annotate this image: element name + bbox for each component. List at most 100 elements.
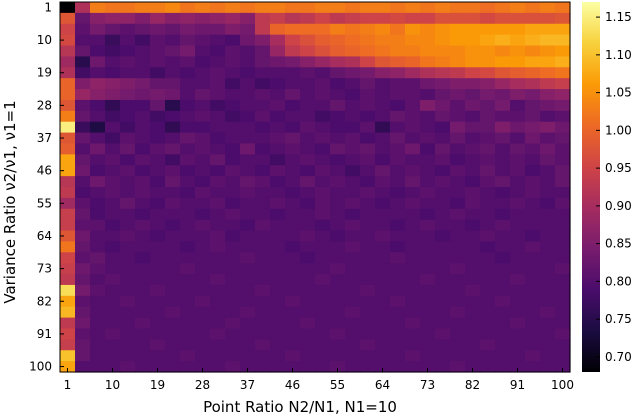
heatmap-cell (165, 121, 181, 134)
heatmap-cell (240, 284, 256, 297)
heatmap-cell (375, 187, 391, 199)
heatmap-cell (255, 56, 271, 68)
heatmap-cell (525, 132, 541, 145)
heatmap-cell (345, 328, 361, 340)
heatmap-cell (330, 99, 346, 112)
heatmap-cell (300, 274, 316, 286)
heatmap-cell (435, 143, 451, 155)
heatmap-cell (375, 230, 391, 243)
heatmap-cell (465, 132, 481, 145)
heatmap-cell (270, 2, 286, 14)
heatmap-cell (285, 263, 301, 275)
heatmap-cell (555, 252, 571, 264)
heatmap-cell (195, 154, 211, 166)
heatmap-cell (285, 317, 301, 330)
heatmap-cell (195, 165, 211, 177)
heatmap-cell (90, 34, 106, 47)
heatmap-cell (75, 241, 91, 253)
heatmap-cell (165, 230, 181, 243)
heatmap-cell (75, 165, 91, 177)
heatmap-cell (480, 339, 496, 351)
heatmap-cell (255, 317, 271, 330)
heatmap-cell (360, 78, 376, 90)
heatmap-cell (150, 306, 166, 319)
heatmap-cell (390, 328, 406, 340)
heatmap-cell (300, 45, 316, 58)
heatmap-cell (480, 110, 496, 123)
heatmap-cell (105, 263, 121, 275)
heatmap-cell (240, 45, 256, 58)
heatmap-cell (420, 12, 436, 25)
heatmap-cell (300, 339, 316, 351)
heatmap-cell (195, 219, 211, 232)
heatmap-cell (75, 45, 91, 58)
heatmap-cell (240, 12, 256, 25)
heatmap-cell (210, 339, 226, 351)
heatmap-cell (315, 317, 331, 330)
heatmap-cell (330, 208, 346, 221)
heatmap-cell (495, 230, 511, 243)
heatmap-cell (90, 89, 106, 101)
heatmap-cell (510, 165, 526, 177)
heatmap-cell (360, 306, 376, 319)
heatmap-cell (105, 23, 121, 36)
heatmap-cell (315, 197, 331, 210)
heatmap-cell (420, 208, 436, 221)
heatmap-cell (390, 2, 406, 14)
heatmap-cell (405, 34, 421, 47)
heatmap-cell (510, 208, 526, 221)
heatmap-cell (540, 339, 556, 351)
heatmap-cell (285, 328, 301, 340)
heatmap-cell (555, 208, 571, 221)
heatmap-cell (495, 274, 511, 286)
heatmap-cell (330, 252, 346, 264)
heatmap-cell (285, 34, 301, 47)
heatmap-cell (240, 339, 256, 351)
heatmap-cell (180, 263, 196, 275)
heatmap-cell (330, 274, 346, 286)
heatmap-cell (495, 176, 511, 188)
heatmap-cell (60, 67, 76, 79)
heatmap-cell (420, 197, 436, 210)
heatmap-cell (60, 56, 76, 68)
heatmap-cell (300, 132, 316, 145)
heatmap-cell (495, 350, 511, 362)
heatmap-cell (480, 230, 496, 243)
heatmap-cell (90, 2, 106, 14)
heatmap-cell (225, 263, 241, 275)
x-tick-label: 55 (330, 378, 345, 392)
heatmap-cell (375, 165, 391, 177)
heatmap-cell (540, 34, 556, 47)
heatmap-cell (525, 78, 541, 90)
heatmap-cell (435, 110, 451, 123)
heatmap-cell (345, 263, 361, 275)
heatmap-cell (390, 339, 406, 351)
x-tick-label: 1 (64, 378, 72, 392)
heatmap-cell (240, 361, 256, 373)
heatmap-cell (225, 187, 241, 199)
heatmap-cell (225, 34, 241, 47)
heatmap-cell (180, 12, 196, 25)
heatmap-cell (150, 263, 166, 275)
y-tick-label: 82 (37, 294, 52, 308)
heatmap-cell (390, 45, 406, 58)
heatmap-cell (495, 284, 511, 297)
heatmap-cell (405, 67, 421, 79)
heatmap-cell (555, 317, 571, 330)
heatmap-cell (375, 56, 391, 68)
heatmap-cell (255, 99, 271, 112)
heatmap-cell (420, 121, 436, 134)
heatmap-cell (255, 23, 271, 36)
heatmap-cell (120, 295, 136, 308)
heatmap-cell (195, 176, 211, 188)
heatmap-cell (210, 328, 226, 340)
heatmap-cell (60, 208, 76, 221)
heatmap-cell (435, 99, 451, 112)
heatmap-cell (330, 45, 346, 58)
heatmap-cell (420, 252, 436, 264)
heatmap-cell (255, 67, 271, 79)
heatmap-cell (135, 12, 151, 25)
heatmap-cell (255, 274, 271, 286)
heatmap-cell (150, 252, 166, 264)
heatmap-cell (330, 306, 346, 319)
